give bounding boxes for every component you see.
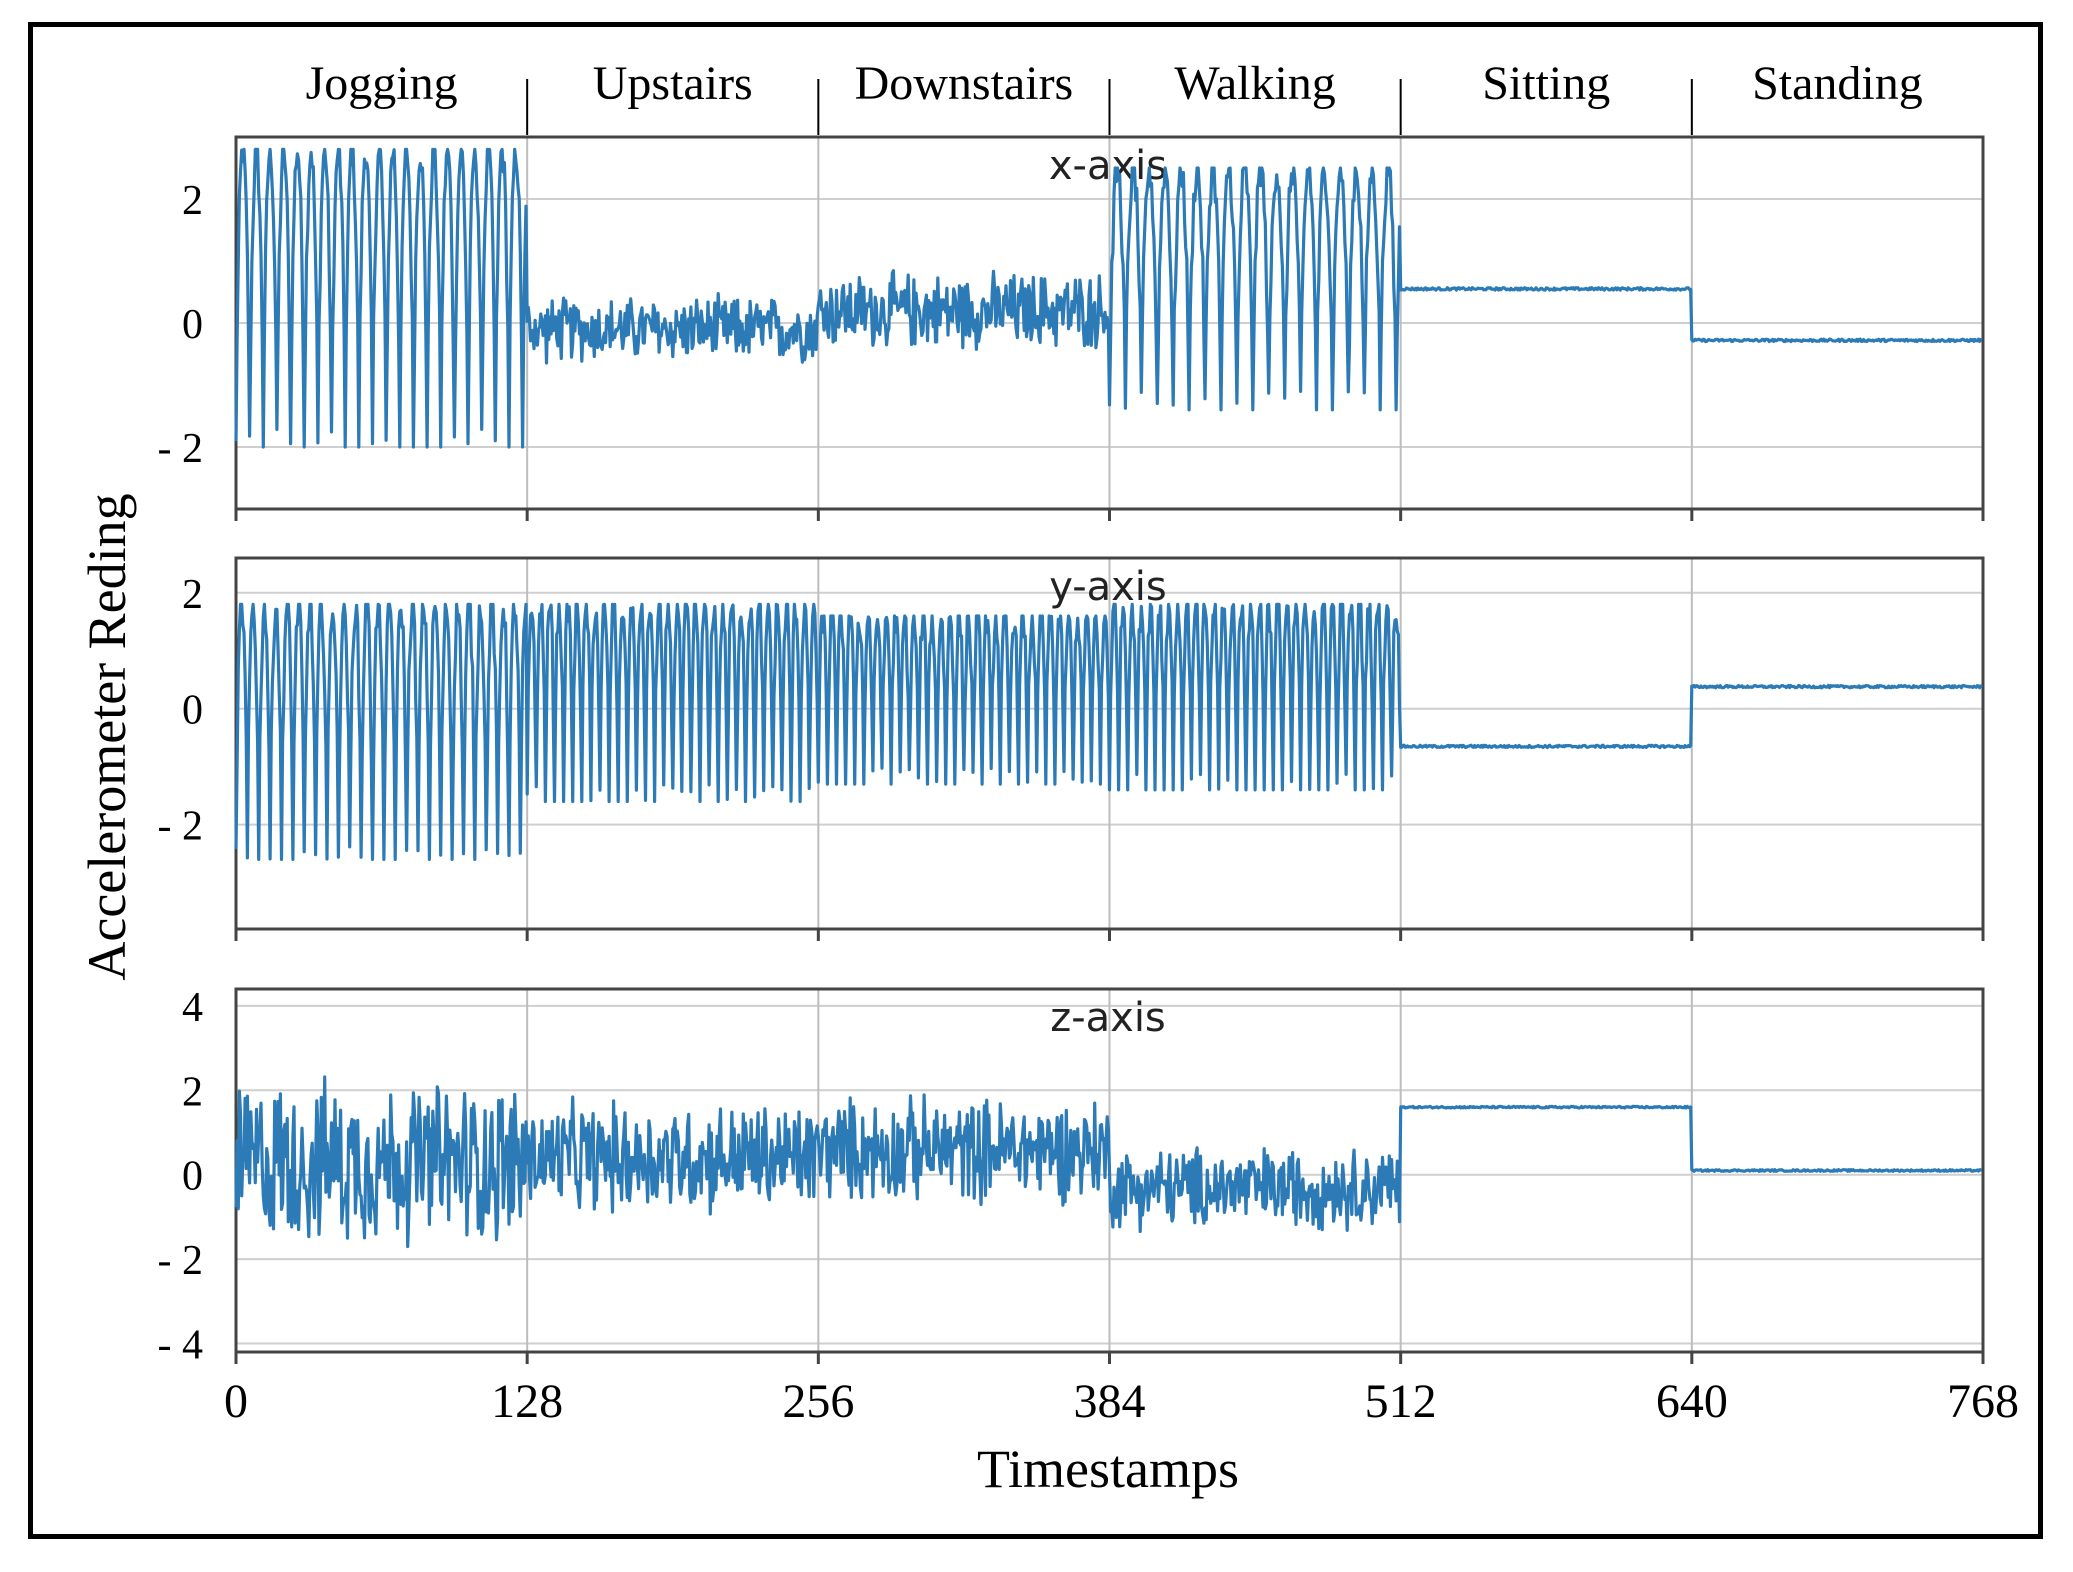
y-tick-label: 0 [182,302,203,348]
x-tick-label: 0 [224,1375,248,1428]
x-tick-label: 768 [1947,1375,2019,1428]
activity-label-downstairs: Downstairs [855,57,1074,110]
y-tick-label: - 2 [158,426,204,472]
y-tick-label: - 2 [158,804,204,850]
activity-label-jogging: Jogging [306,57,458,110]
activity-label-sitting: Sitting [1482,57,1610,110]
activity-label-upstairs: Upstairs [593,57,753,110]
x-tick-labels: 0 128 256 384 512 640 768 [224,1375,2019,1428]
y-axis-label: Accelerometer Reding [77,493,137,980]
y-tick-label: 0 [182,688,203,734]
activity-label-walking: Walking [1174,57,1335,110]
x-tick-label: 640 [1656,1375,1728,1428]
x-tick-label: 128 [491,1375,563,1428]
x-tick-label: 512 [1365,1375,1437,1428]
panel-title: y-axis [1049,564,1167,610]
y-tick-label: 2 [182,178,203,224]
y-tick-label: - 4 [158,1323,204,1369]
activity-labels: Jogging Upstairs Downstairs Walking Sitting S… [306,57,1923,135]
figure-frame: Jogging Upstairs Downstairs Walking Sitting S… [28,22,2043,1539]
x-tick-label: 384 [1074,1375,1146,1428]
y-tick-label: 2 [182,1069,203,1115]
panel-x-axis: 20- 2x-axis [158,135,1985,521]
y-tick-label: 4 [182,985,203,1031]
series-line-x-axis [234,147,1983,449]
series-line-y-axis [234,602,1984,861]
y-tick-label: - 2 [158,1238,204,1284]
y-tick-label: 2 [182,572,203,618]
x-tick-label: 256 [782,1375,854,1428]
panel-title: z-axis [1050,995,1166,1041]
activity-label-standing: Standing [1752,57,1923,110]
y-tick-label: 0 [182,1154,203,1200]
panel-y-axis: 2 0 - 2 y-axis [158,556,1985,941]
x-axis-label: Timestamps [977,1439,1239,1499]
panel-z-axis: 4 2 0 - 2 - 4 z-axis [158,985,1985,1369]
series-line-z-axis [234,1075,1983,1249]
accelerometer-chart: Jogging Upstairs Downstairs Walking Sitting S… [77,57,2019,1499]
